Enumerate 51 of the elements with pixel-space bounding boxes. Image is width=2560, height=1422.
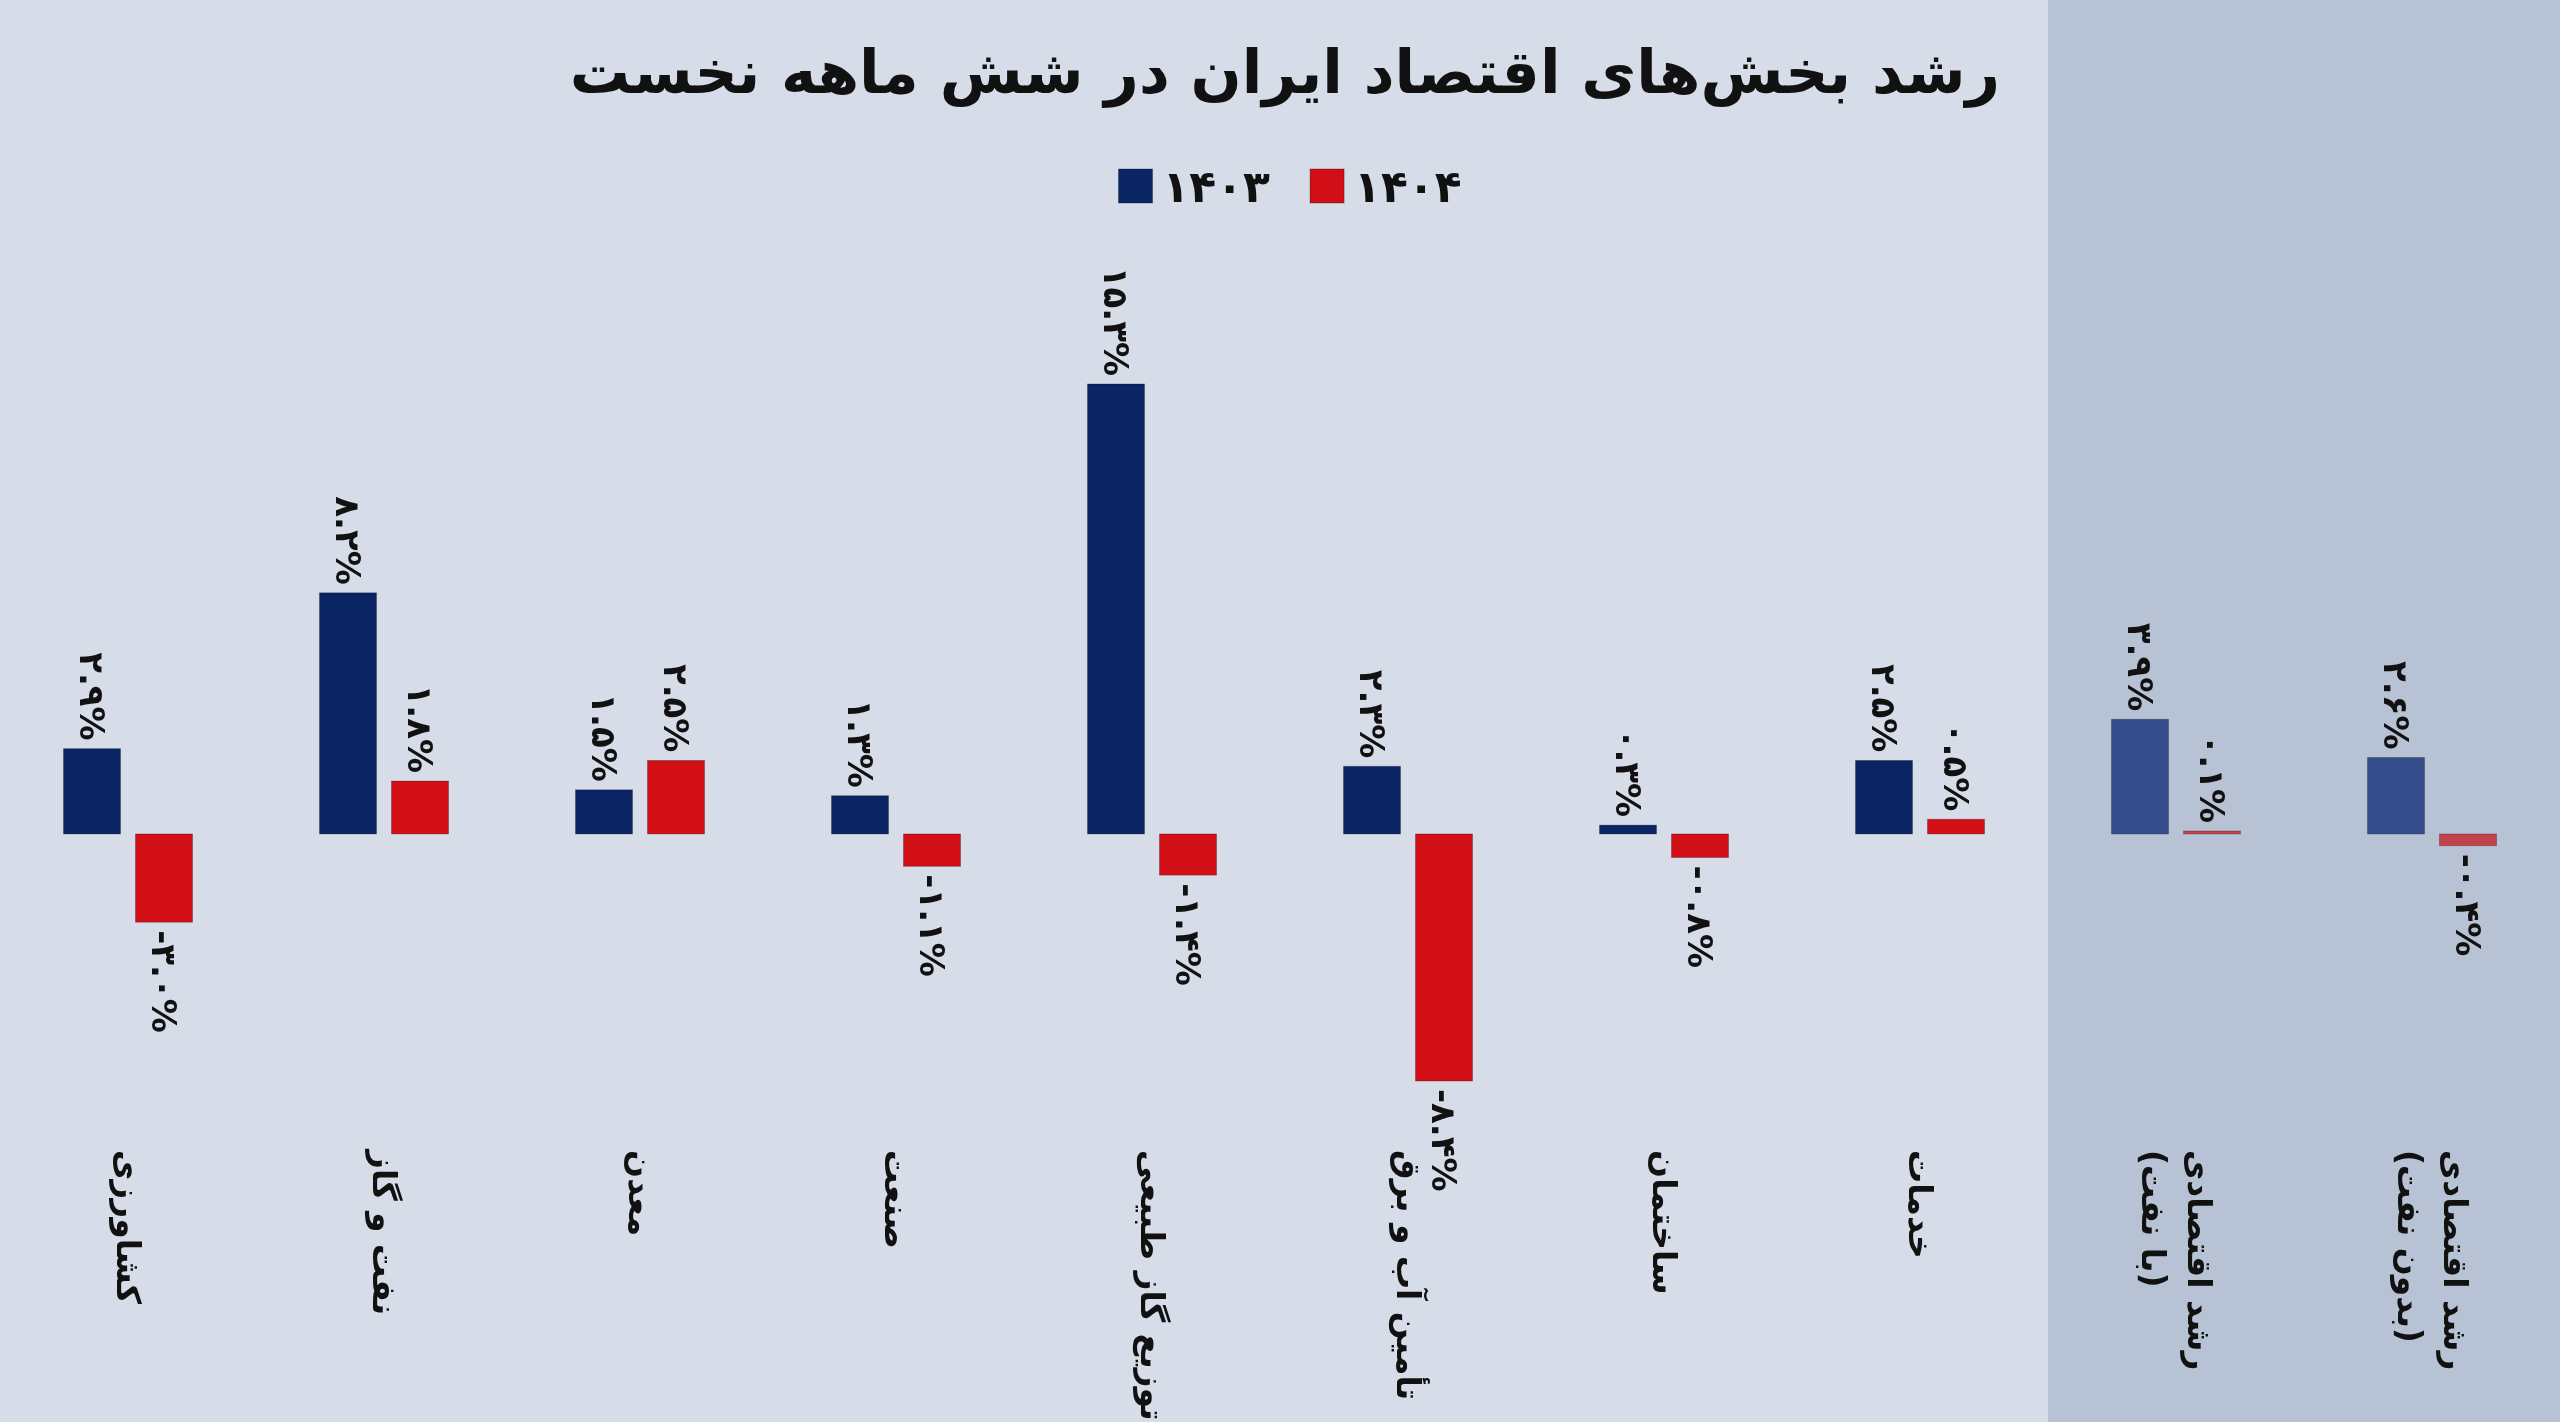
bar (831, 795, 889, 835)
bar (1159, 833, 1217, 876)
data-label: ۳.۹% (2120, 622, 2160, 712)
bar (2439, 833, 2497, 847)
bar (575, 789, 633, 835)
data-label: ۲.۶% (2376, 661, 2416, 750)
bar (319, 592, 377, 835)
bar (391, 780, 449, 835)
data-label: ۱.۸% (400, 684, 440, 774)
data-label: ۱.۳% (840, 699, 880, 788)
bar (1599, 824, 1657, 835)
data-label: ۸.۲% (328, 496, 368, 585)
data-label: ۲.۳% (1352, 669, 1392, 759)
data-label: ۲.۹% (72, 652, 112, 741)
legend-label: ۱۴۰۴ (1354, 160, 1462, 212)
data-label: ۲.۵% (656, 663, 696, 753)
x-tick-label: کشاورزی (107, 1150, 148, 1305)
data-label: ۰.۱% (2192, 734, 2232, 824)
legend-label: ۱۴۰۳ (1162, 160, 1271, 212)
chart-title: رشد بخش‌های اقتصاد ایران در شش ماهه نخست (569, 37, 2001, 108)
data-label: ۰.۵% (1936, 722, 1976, 812)
bar (1855, 759, 1913, 835)
x-tick-label: صنعت (876, 1150, 916, 1249)
data-label: -۱.۴% (1168, 883, 1208, 986)
x-tick-label: رشد اقتصادی (با نفت) (2133, 1150, 2219, 1371)
x-tick-label: توزیع گاز طبیعی (1131, 1150, 1172, 1421)
data-label: ۰.۳% (1608, 728, 1648, 818)
data-label: ۱.۵% (584, 693, 624, 782)
bar (903, 833, 961, 867)
data-label: ۱۵.۳% (1096, 266, 1136, 376)
bar (1343, 765, 1401, 835)
bar (2367, 757, 2425, 835)
bar (1087, 383, 1145, 835)
x-tick-label: رشد اقتصادی (بدون نفت) (2388, 1150, 2475, 1371)
data-label: -۳.۰% (144, 930, 184, 1033)
bar (2111, 718, 2169, 835)
bar (1415, 833, 1473, 1082)
bar (2183, 830, 2241, 835)
bar (1927, 818, 1985, 835)
bar (135, 833, 193, 923)
x-tick-label: خدمات (1900, 1150, 1940, 1259)
bar (1671, 833, 1729, 858)
data-label: -۰.۸% (1680, 865, 1720, 969)
x-tick-label: ساختمان (1644, 1150, 1684, 1295)
bar (63, 748, 121, 835)
bar (647, 759, 705, 835)
x-tick-label: معدن (620, 1150, 660, 1237)
data-label: ۲.۵% (1864, 663, 1904, 753)
data-label: -۱.۱% (912, 874, 952, 977)
x-tick-label: نفت و گاز (363, 1148, 404, 1316)
data-label: -۰.۴% (2448, 853, 2488, 957)
